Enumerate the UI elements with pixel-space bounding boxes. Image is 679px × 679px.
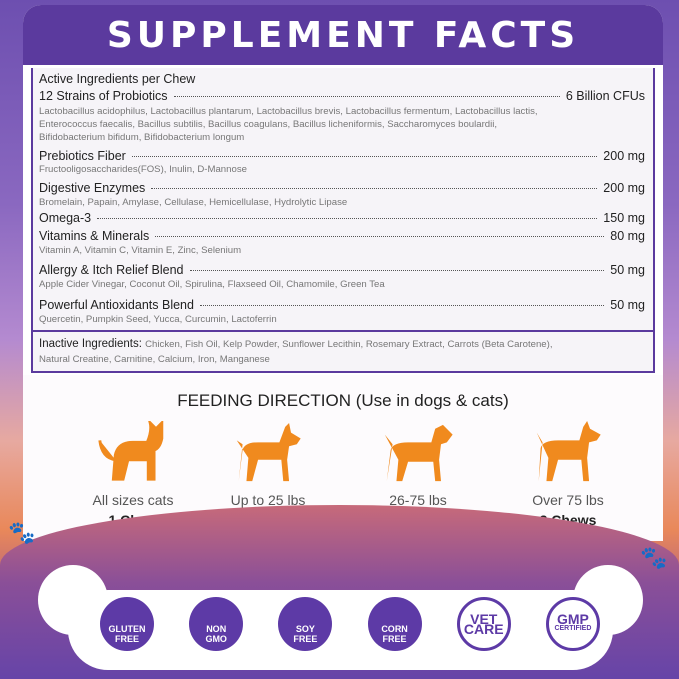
pet-size: 26-75 lbs: [389, 492, 447, 508]
dot-leader: [131, 156, 598, 157]
ingredient-name: Powerful Antioxidants Blend: [39, 298, 194, 312]
divider: [33, 330, 653, 332]
ingredient-name: Prebiotics Fiber: [39, 149, 126, 163]
header: SUPPLEMENT FACTS: [23, 5, 663, 65]
ingredient-name: Allergy & Itch Relief Blend: [39, 263, 184, 277]
ingredient-amount: 200 mg: [603, 149, 645, 163]
feeding-item: Over 75 lbs3 Chews: [498, 421, 638, 528]
active-header-text: Active Ingredients per Chew: [39, 72, 196, 86]
pet-size: Up to 25 lbs: [230, 492, 306, 508]
page-title: SUPPLEMENT FACTS: [106, 14, 580, 56]
medium-dog-icon: [385, 424, 453, 482]
ingredient-desc: Lactobacillus acidophilus, Lactobacillus…: [39, 106, 538, 117]
badge-line1: SOY: [295, 624, 315, 634]
ingredient-desc: Bifidobacterium bifidum, Bifidobacterium…: [39, 132, 245, 143]
non-gmo-badge: NON GMO: [189, 597, 244, 651]
bone-banner: [38, 565, 643, 670]
ingredient-name: Digestive Enzymes: [39, 181, 146, 195]
ingredient-row: Powerful Antioxidants Blend 50 mg: [39, 298, 645, 312]
badge-line1: CORN: [381, 624, 408, 634]
badge-line2: GMO: [205, 634, 227, 644]
ingredient-desc: Apple Cider Vinegar, Coconut Oil, Spirul…: [39, 279, 385, 290]
ingredient-desc: Bromelain, Papain, Amylase, Cellulase, H…: [39, 197, 348, 208]
pet-size: All sizes cats: [92, 492, 174, 508]
paw-icon: 🐾: [640, 545, 668, 570]
ingredient-amount: 50 mg: [610, 298, 645, 312]
supplement-facts: Active Ingredients per Chew Inactive Ing…: [31, 68, 655, 373]
paw-icon: 🐾: [8, 520, 36, 545]
ingredient-row: 12 Strains of Probiotics 6 Billion CFUs: [39, 89, 645, 103]
ingredient-name: Vitamins & Minerals: [39, 229, 150, 243]
ingredient-desc: Fructooligosaccharides(FOS), Inulin, D-M…: [39, 164, 247, 175]
badge-line2: CERTIFIED: [554, 625, 592, 632]
ingredient-name: Omega-3: [39, 211, 92, 225]
badge-line1: GMP: [556, 611, 589, 627]
vet-care-badge: VET CARE: [456, 597, 511, 651]
badge-line2: FREE: [114, 634, 139, 644]
small-dog-icon: [237, 422, 301, 482]
badge-line2: FREE: [293, 634, 318, 644]
inactive-label: Inactive Ingredients:: [39, 338, 142, 350]
dot-leader: [97, 218, 598, 219]
ingredient-row: Digestive Enzymes 200 mg: [39, 181, 645, 195]
inactive-line1: Chicken, Fish Oil, Kelp Powder, Sunflowe…: [145, 339, 553, 350]
badge-line1: VET CARE: [463, 611, 504, 637]
badge-line1: NON: [206, 624, 227, 634]
ingredient-amount: 150 mg: [603, 211, 645, 225]
ingredient-amount: 50 mg: [610, 263, 645, 277]
badge-line2: FREE: [382, 634, 407, 644]
badges: GLUTEN FREE NON GMO SOY FREE CORN FREE VET CARE G…: [100, 597, 600, 651]
active-header: Active Ingredients per Chew: [39, 72, 645, 86]
ingredient-desc: Vitamin A, Vitamin C, Vitamin E, Zinc, S…: [39, 245, 242, 256]
inactive-ingredients: Inactive Ingredients: Chicken, Fish Oil,…: [39, 338, 645, 350]
ingredient-row: Vitamins & Minerals 80 mg: [39, 229, 645, 243]
dot-leader: [151, 188, 598, 189]
badge-line1: GLUTEN: [108, 624, 146, 634]
feeding-title: FEEDING DIRECTION (Use in dogs & cats): [177, 391, 509, 410]
cat-icon: [98, 418, 164, 481]
gmp-certified-badge: GMP CERTIFIED: [545, 597, 600, 651]
ingredient-row: Allergy & Itch Relief Blend 50 mg: [39, 263, 645, 277]
ingredient-desc: Enterococcus faecalis, Bacillus subtilis…: [39, 119, 498, 130]
ingredient-row: Prebiotics Fiber 200 mg: [39, 149, 645, 163]
dot-leader: [155, 236, 605, 237]
ingredient-amount: 6 Billion CFUs: [565, 89, 645, 103]
large-dog-icon: [537, 421, 601, 482]
soy-free-badge: SOY FREE: [278, 597, 333, 651]
pet-size: Over 75 lbs: [532, 492, 604, 508]
dot-leader: [173, 96, 560, 97]
ingredient-amount: 200 mg: [603, 181, 645, 195]
corn-free-badge: CORN FREE: [367, 597, 422, 651]
ingredient-row: Omega-3 150 mg: [39, 211, 645, 225]
ingredient-desc: Quercetin, Pumpkin Seed, Yucca, Curcumin…: [39, 314, 277, 325]
dot-leader: [199, 305, 605, 306]
dot-leader: [189, 270, 605, 271]
gluten-free-badge: GLUTEN FREE: [100, 597, 154, 651]
ingredient-amount: 80 mg: [610, 229, 645, 243]
ingredient-name: 12 Strains of Probiotics: [39, 89, 168, 103]
inactive-line2: Natural Creatine, Carnitine, Calcium, Ir…: [39, 354, 270, 365]
